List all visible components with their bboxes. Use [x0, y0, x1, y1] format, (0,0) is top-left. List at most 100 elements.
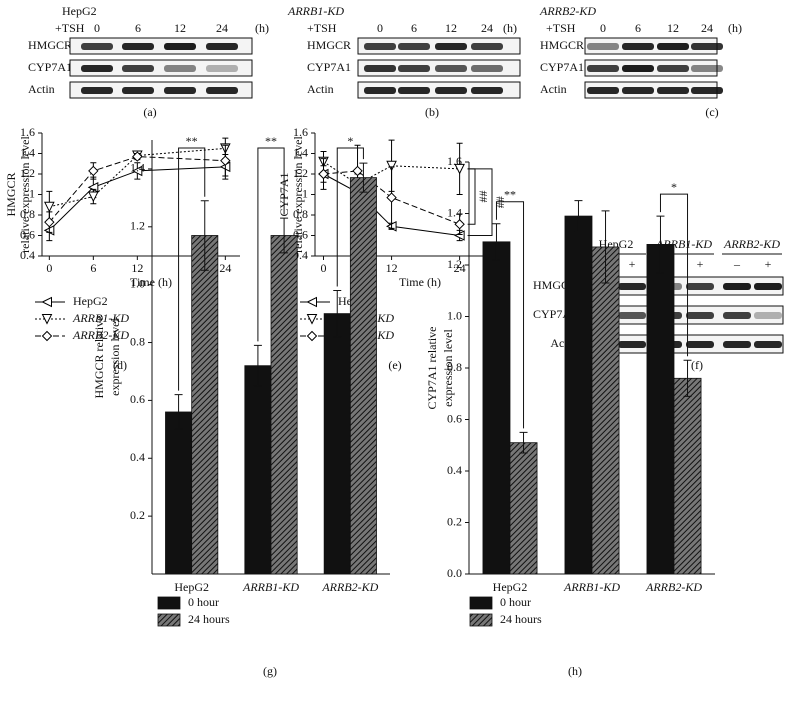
panel-caption: (d)	[113, 358, 127, 372]
blot-band	[587, 87, 619, 94]
y-tick-label: 1.4	[293, 145, 308, 159]
blot-band	[686, 341, 714, 348]
marker	[306, 330, 318, 342]
x-tick-label: 0	[321, 261, 327, 275]
marker	[306, 314, 318, 325]
blot-treatment: +TSH	[546, 21, 576, 35]
significance-label: *	[671, 180, 677, 194]
significance-label: **	[186, 134, 198, 148]
blot-lane: –	[733, 257, 741, 271]
blot-band	[691, 87, 723, 94]
x-axis-label: Time (h)	[130, 275, 172, 289]
blot-time: 6	[411, 21, 417, 35]
blot-band	[122, 43, 154, 50]
significance-label: ##	[476, 191, 490, 203]
blot-band	[587, 65, 619, 72]
blot-band	[364, 87, 396, 94]
blot-row-label: Actin	[28, 82, 55, 96]
blot-group: ARRB2-KD	[539, 4, 596, 18]
bar	[191, 235, 219, 575]
y-tick-label: 0.8	[447, 360, 462, 374]
blot-band	[618, 283, 646, 290]
marker	[131, 165, 143, 177]
blot-unit: (h)	[255, 21, 269, 35]
blot-frame	[69, 37, 253, 55]
blot-time: 24	[216, 21, 228, 35]
x-tick-label: ARRB2-KD	[645, 580, 702, 594]
blot-treatment: +TSH	[307, 21, 337, 35]
blot-band	[122, 65, 154, 72]
bar	[509, 442, 538, 575]
blot-band	[618, 341, 646, 348]
blot-band	[691, 65, 723, 72]
error-bar	[601, 210, 610, 284]
marker	[41, 330, 53, 342]
y-axis-label: expression level	[441, 329, 455, 407]
y-axis-label: HMGCR relative	[92, 316, 106, 399]
blot-band	[622, 43, 654, 50]
legend-label: 24 hours	[188, 612, 230, 626]
blot-band	[164, 43, 196, 50]
panel-caption: (f)	[691, 358, 703, 372]
y-tick-label: 0.4	[20, 248, 35, 262]
blot-lane: +	[697, 257, 704, 271]
marker	[454, 219, 465, 230]
blot-band	[691, 43, 723, 50]
blot-band	[587, 43, 619, 50]
legend-label: 0 hour	[188, 595, 219, 609]
blot-lane: +	[765, 257, 772, 271]
blot-band	[398, 43, 430, 50]
blot-group: HepG2	[62, 4, 97, 18]
blot-time: 12	[667, 21, 679, 35]
blot-group: ARRB1-KD	[287, 4, 344, 18]
error-bar	[253, 344, 262, 387]
y-tick-label: 1	[29, 186, 35, 200]
marker	[306, 296, 317, 308]
y-tick-label: 0.2	[130, 508, 145, 522]
blot-band	[723, 341, 751, 348]
blot-time: 24	[481, 21, 493, 35]
blot-time: 6	[635, 21, 641, 35]
error-bar	[174, 394, 183, 430]
panel-caption: (c)	[705, 105, 718, 119]
blot-band	[398, 65, 430, 72]
error-bar	[519, 431, 528, 454]
significance-label: *	[347, 134, 353, 148]
error-bar	[683, 359, 692, 397]
error-bar	[200, 200, 209, 271]
y-axis-label: relative expression level	[18, 136, 32, 253]
x-tick-label: 0	[46, 261, 52, 275]
series-line	[48, 156, 226, 223]
panel-caption: (h)	[568, 664, 582, 678]
blot-row-label: CYP7A1	[307, 60, 351, 74]
blot-band	[754, 312, 782, 319]
marker	[41, 314, 53, 325]
legend-swatch	[157, 613, 181, 627]
bar	[165, 411, 193, 575]
blot-band	[206, 43, 238, 50]
blot-frame	[69, 59, 253, 77]
y-tick-label: 0.2	[447, 514, 462, 528]
marker	[44, 201, 55, 213]
y-axis-label: relative expression level	[291, 136, 305, 253]
x-tick-label: HepG2	[493, 580, 528, 594]
significance-label: **	[504, 188, 516, 202]
significance-bracket	[659, 193, 689, 357]
y-axis-label: HMGCR	[4, 172, 18, 216]
x-tick-label: 12	[131, 261, 143, 275]
marker	[132, 151, 143, 162]
x-tick-label: HepG2	[174, 580, 209, 594]
blot-band	[618, 312, 646, 319]
bar	[323, 313, 351, 575]
blot-band	[754, 341, 782, 348]
significance-bracket	[178, 147, 206, 391]
legend-swatch	[469, 613, 493, 627]
y-tick-label: 0.6	[130, 392, 145, 406]
blot-band	[435, 43, 467, 50]
blot-row-label: CYP7A1	[540, 60, 584, 74]
y-tick-label: 0.8	[130, 334, 145, 348]
x-tick-label: 12	[386, 261, 398, 275]
blot-band	[122, 87, 154, 94]
legend-label: HepG2	[73, 294, 108, 308]
